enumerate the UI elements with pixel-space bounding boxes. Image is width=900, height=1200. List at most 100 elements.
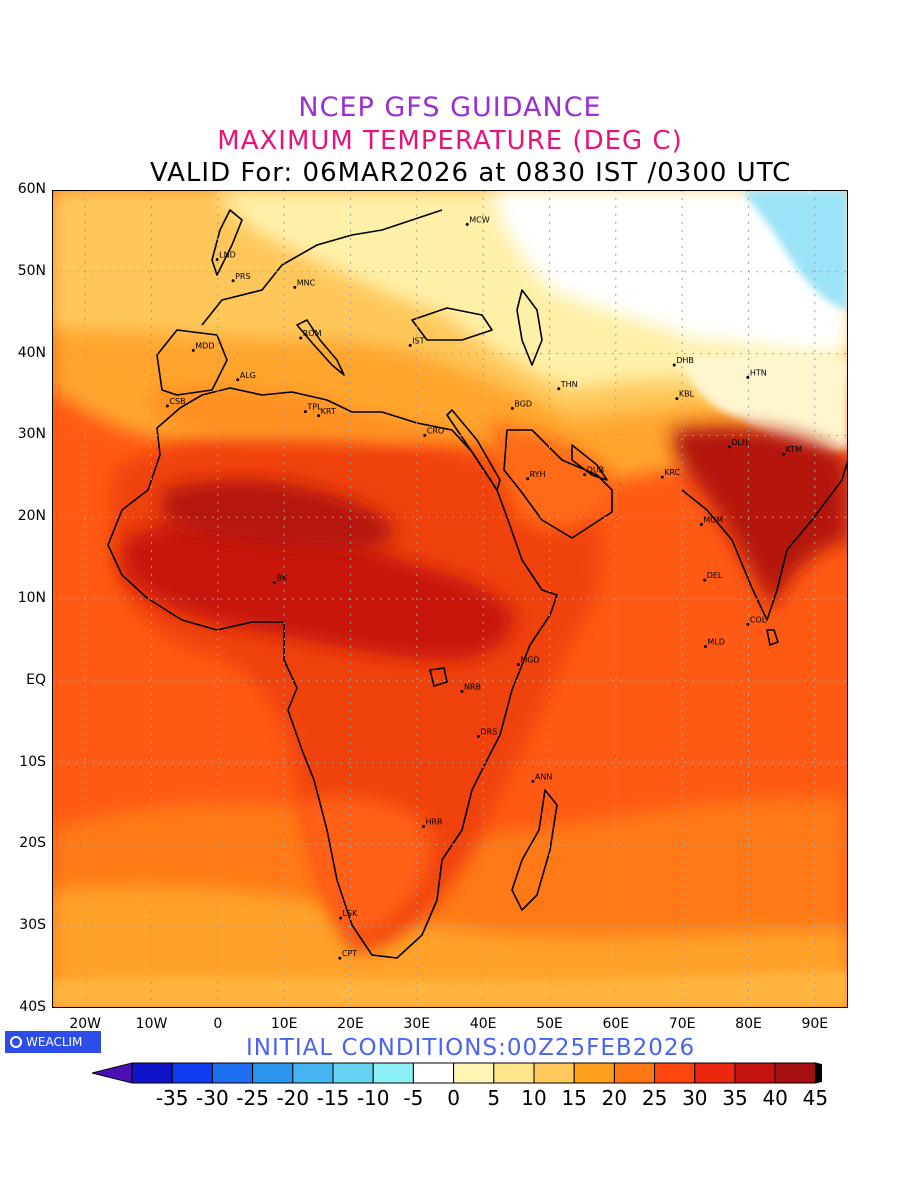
station-label: RYH xyxy=(530,470,546,479)
iberia xyxy=(156,329,228,396)
station-markers: MCW LND PRS MNC ROM MDD IST ALG CSB TPL KRT CRO BGD T… xyxy=(165,215,803,960)
station-label: HRR xyxy=(425,817,443,826)
chart-title: NCEP GFS GUIDANCE xyxy=(298,92,602,123)
station-dot xyxy=(165,404,169,408)
lat-label: EQ xyxy=(26,671,46,688)
colorbar-tick-label: -35 xyxy=(155,1086,189,1110)
colorbar-swatch xyxy=(131,1062,173,1084)
colorbar-swatch xyxy=(453,1062,495,1084)
colorbar-tick-label: 35 xyxy=(722,1086,748,1110)
lat-label: 30S xyxy=(19,917,46,934)
station-label: KBL xyxy=(679,390,695,399)
station-dot xyxy=(675,397,679,401)
station-dot xyxy=(293,285,297,289)
colorbar-tick-label: 5 xyxy=(487,1086,501,1110)
logo-ring-icon xyxy=(10,1036,22,1048)
lat-label: 40N xyxy=(17,344,46,361)
black-sea xyxy=(411,307,493,341)
station-label: MNC xyxy=(297,278,316,287)
station-label: MCW xyxy=(469,215,489,224)
colorbar-swatch xyxy=(252,1062,294,1084)
station-label: LND xyxy=(219,251,236,260)
madagascar xyxy=(511,789,558,911)
lat-label: 50N xyxy=(17,262,46,279)
station-dot xyxy=(672,363,676,367)
station-label: KRT xyxy=(321,407,336,416)
lon-label: 10E xyxy=(270,1016,298,1032)
station-dot xyxy=(317,414,321,418)
lon-label: 30E xyxy=(403,1016,431,1032)
lon-label: 50E xyxy=(536,1016,563,1032)
station-dot xyxy=(236,378,240,382)
station-label: COL xyxy=(750,615,767,624)
station-label: HTN xyxy=(750,368,767,377)
station-dot xyxy=(516,662,520,666)
station-dot xyxy=(191,348,195,352)
station-dot xyxy=(746,375,750,379)
colorbar-swatch xyxy=(613,1062,656,1084)
arabia-coast xyxy=(503,429,613,539)
coastlines xyxy=(107,209,848,959)
graticule xyxy=(52,190,848,1008)
station-label: ROM xyxy=(303,329,322,338)
chart-subtitle: MAXIMUM TEMPERATURE (DEG C) xyxy=(217,126,683,156)
colorbar-tick-label: 20 xyxy=(601,1086,628,1110)
colorbar-swatch xyxy=(533,1062,575,1084)
station-dot xyxy=(699,523,703,527)
colorbar-high-arrow xyxy=(814,1062,822,1084)
station-dot xyxy=(510,406,514,410)
station-label: BGD xyxy=(514,399,532,408)
lat-label: 30N xyxy=(17,426,46,443)
lat-label: 20S xyxy=(19,835,46,852)
colorbar-tick-label: -30 xyxy=(196,1086,229,1110)
station-dot xyxy=(421,824,425,828)
zone-tibet-cold xyxy=(682,352,848,453)
red-sea xyxy=(446,409,501,491)
station-label: THN xyxy=(560,380,578,389)
station-dot xyxy=(303,410,307,414)
lon-label: 80E xyxy=(735,1016,762,1032)
station-dot xyxy=(703,578,707,582)
station-dot xyxy=(557,387,561,391)
station-label: IST xyxy=(412,336,424,345)
station-dot xyxy=(423,433,427,437)
colorbar-tick-label: 25 xyxy=(641,1086,668,1110)
station-label: ALG xyxy=(240,371,256,380)
britain xyxy=(211,209,243,276)
station-label: KTM xyxy=(786,445,803,454)
lon-label: 10W xyxy=(135,1016,168,1032)
lon-label: 90E xyxy=(801,1016,829,1032)
station-dot xyxy=(477,734,481,738)
station-dot xyxy=(526,477,530,481)
colorbar-swatch xyxy=(654,1062,696,1084)
station-label: DRS xyxy=(481,727,498,736)
colorbar-swatch xyxy=(493,1062,535,1084)
lon-label: 20W xyxy=(69,1016,101,1032)
colorbar-swatch xyxy=(211,1062,254,1084)
colorbar-tick-label: 0 xyxy=(447,1086,460,1110)
colorbar-swatch xyxy=(372,1062,414,1084)
station-dot xyxy=(408,343,412,347)
lat-label: 10N xyxy=(17,590,46,606)
zone-sahel-extreme xyxy=(162,479,394,550)
lon-label: 70E xyxy=(668,1016,696,1032)
colorbar-tick-label: 10 xyxy=(521,1086,547,1110)
lat-label: 40S xyxy=(19,999,46,1015)
colorbar-swatch xyxy=(332,1062,374,1084)
station-dot xyxy=(465,222,469,226)
station-dot xyxy=(746,622,750,626)
zone-india-extreme xyxy=(672,426,848,610)
india-coast xyxy=(681,459,848,621)
lon-label: 60E xyxy=(602,1016,630,1032)
station-label: DHB xyxy=(676,356,694,365)
lat-label: 10S xyxy=(19,753,46,770)
lon-label: 0 xyxy=(213,1016,223,1032)
colorbar-swatch xyxy=(774,1062,816,1084)
station-dot xyxy=(231,279,235,283)
station-label: MGD xyxy=(520,655,539,664)
station-dot xyxy=(215,258,219,262)
station-label: BK xyxy=(276,574,287,583)
station-dot xyxy=(272,581,276,585)
colorbar-swatch xyxy=(573,1062,615,1084)
caspian xyxy=(516,289,543,366)
